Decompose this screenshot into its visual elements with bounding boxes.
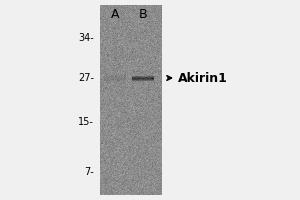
Text: 27-: 27- [78,73,94,83]
Text: 15-: 15- [78,117,94,127]
Text: A: A [111,8,119,21]
Text: Akirin1: Akirin1 [178,72,228,84]
Text: 7-: 7- [84,167,94,177]
Text: B: B [139,8,147,21]
Text: 34-: 34- [78,33,94,43]
